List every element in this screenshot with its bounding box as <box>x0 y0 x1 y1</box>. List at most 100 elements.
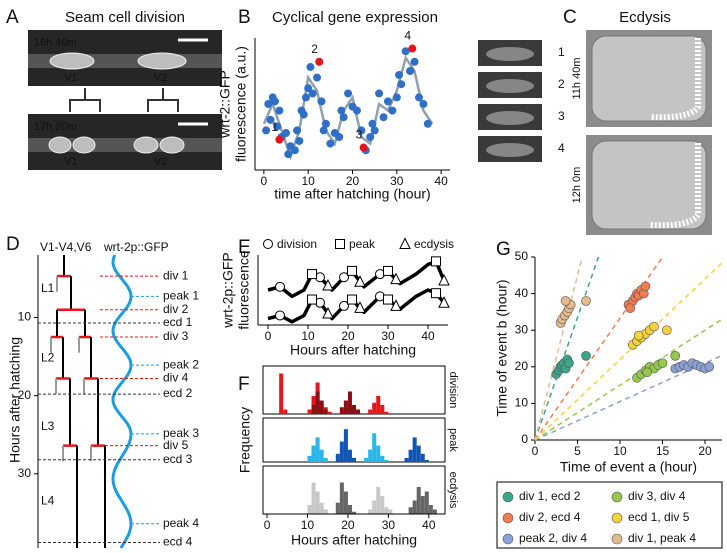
cell <box>159 136 185 154</box>
data-point <box>270 97 279 106</box>
histogram-bar <box>384 507 389 514</box>
cell-label: V1 <box>64 156 77 168</box>
legend-swatch <box>611 491 623 503</box>
cell-shape <box>486 143 534 157</box>
x-axis-label: Hours after hatching <box>290 342 416 358</box>
event-label: ecd 3 <box>163 452 193 466</box>
data-point <box>649 321 659 332</box>
histogram-bar <box>319 400 324 414</box>
histogram-bar <box>323 457 328 462</box>
panel-letter: A <box>6 7 19 28</box>
panel-side-label: peak <box>447 428 459 452</box>
legend-label: peak <box>349 237 376 251</box>
event-label: ecd 4 <box>163 535 193 549</box>
histogram-bar <box>339 482 344 514</box>
histogram-bar <box>372 402 377 414</box>
legend-marker <box>399 237 411 249</box>
y-tick-label: 50 <box>515 249 529 263</box>
histogram-bar <box>307 409 312 414</box>
panel-title: Cyclical gene expression <box>272 9 438 26</box>
x-tick-label: 10 <box>301 329 315 343</box>
event-label: ecd 1 <box>163 315 193 329</box>
x-axis-label: Hours after hatching <box>291 532 417 548</box>
event-label: div 5 <box>163 438 189 452</box>
data-point <box>295 136 304 145</box>
marker <box>307 294 317 305</box>
trend-line <box>534 256 583 441</box>
data-point <box>264 100 273 108</box>
marker <box>275 281 285 292</box>
x-tick-label: 20 <box>698 444 712 458</box>
histogram-bar <box>335 453 340 462</box>
marker <box>354 275 366 287</box>
histogram-bar <box>428 505 433 514</box>
panel-title: Ecdysis <box>619 9 671 26</box>
histogram-bar <box>408 507 413 514</box>
data-point <box>375 89 384 98</box>
legend-swatch <box>611 512 623 524</box>
data-point <box>642 367 653 378</box>
data-point <box>359 143 368 152</box>
histogram-bar <box>376 445 381 462</box>
marker <box>322 306 334 319</box>
histogram-bar <box>420 453 425 462</box>
x-tick-label: 20 <box>346 174 360 188</box>
data-point <box>315 57 324 66</box>
x-tick-label: 10 <box>302 174 316 188</box>
legend-swatch <box>502 512 514 524</box>
histogram-bar <box>424 459 429 462</box>
histogram-bar <box>351 511 357 514</box>
panel-title: Seam cell division <box>65 9 185 26</box>
data-point <box>397 80 406 89</box>
frame-time: 12h 0m <box>571 167 583 204</box>
histogram-bar <box>319 502 324 514</box>
histogram-bar <box>368 509 373 514</box>
histogram-bar <box>307 505 312 514</box>
legend-swatch <box>611 533 623 545</box>
event-label: div 1 <box>163 268 189 282</box>
histogram-bar <box>384 459 389 462</box>
histogram-bar <box>356 409 361 414</box>
data-point <box>401 47 410 56</box>
histogram-bar <box>335 502 340 514</box>
data-point <box>306 63 315 72</box>
data-point <box>633 330 644 341</box>
histogram-bar <box>347 505 352 514</box>
data-point <box>366 133 375 141</box>
histogram-bar <box>315 391 320 414</box>
y-tick-label: 0 <box>521 432 528 446</box>
data-point <box>262 126 271 135</box>
cell-label: V2 <box>154 156 167 168</box>
point-label: 1 <box>271 120 278 134</box>
cell <box>48 136 72 154</box>
data-point <box>321 119 330 128</box>
x-tick-label: 0 <box>265 329 272 343</box>
data-point <box>335 133 344 141</box>
image-label: 3 <box>558 109 565 123</box>
reporter-label: wrt-2p::GFP <box>103 240 169 254</box>
histogram-bar <box>420 496 425 514</box>
image-label: 4 <box>558 141 565 155</box>
data-point <box>370 126 379 135</box>
x-tick-label: 30 <box>382 518 396 532</box>
y-tick-label: 30 <box>18 466 32 480</box>
histogram-bar <box>347 391 352 414</box>
data-point <box>661 325 672 336</box>
data-point <box>337 106 346 115</box>
histogram-bar <box>339 441 344 462</box>
data-point <box>423 119 432 128</box>
stage-label: L4 <box>41 493 55 507</box>
data-point <box>408 44 417 53</box>
x-axis-label: time after hatching (hour) <box>274 186 430 202</box>
event-label: div 3 <box>163 329 189 343</box>
histogram-bar <box>380 405 385 414</box>
data-point <box>419 100 428 108</box>
data-point <box>564 358 574 368</box>
x-tick-label: 30 <box>390 174 404 188</box>
histogram-bar <box>368 409 373 414</box>
x-tick-label: 10 <box>613 444 627 458</box>
data-point <box>392 93 401 102</box>
event-label: div 4 <box>163 371 189 385</box>
histogram-bar <box>372 500 377 514</box>
